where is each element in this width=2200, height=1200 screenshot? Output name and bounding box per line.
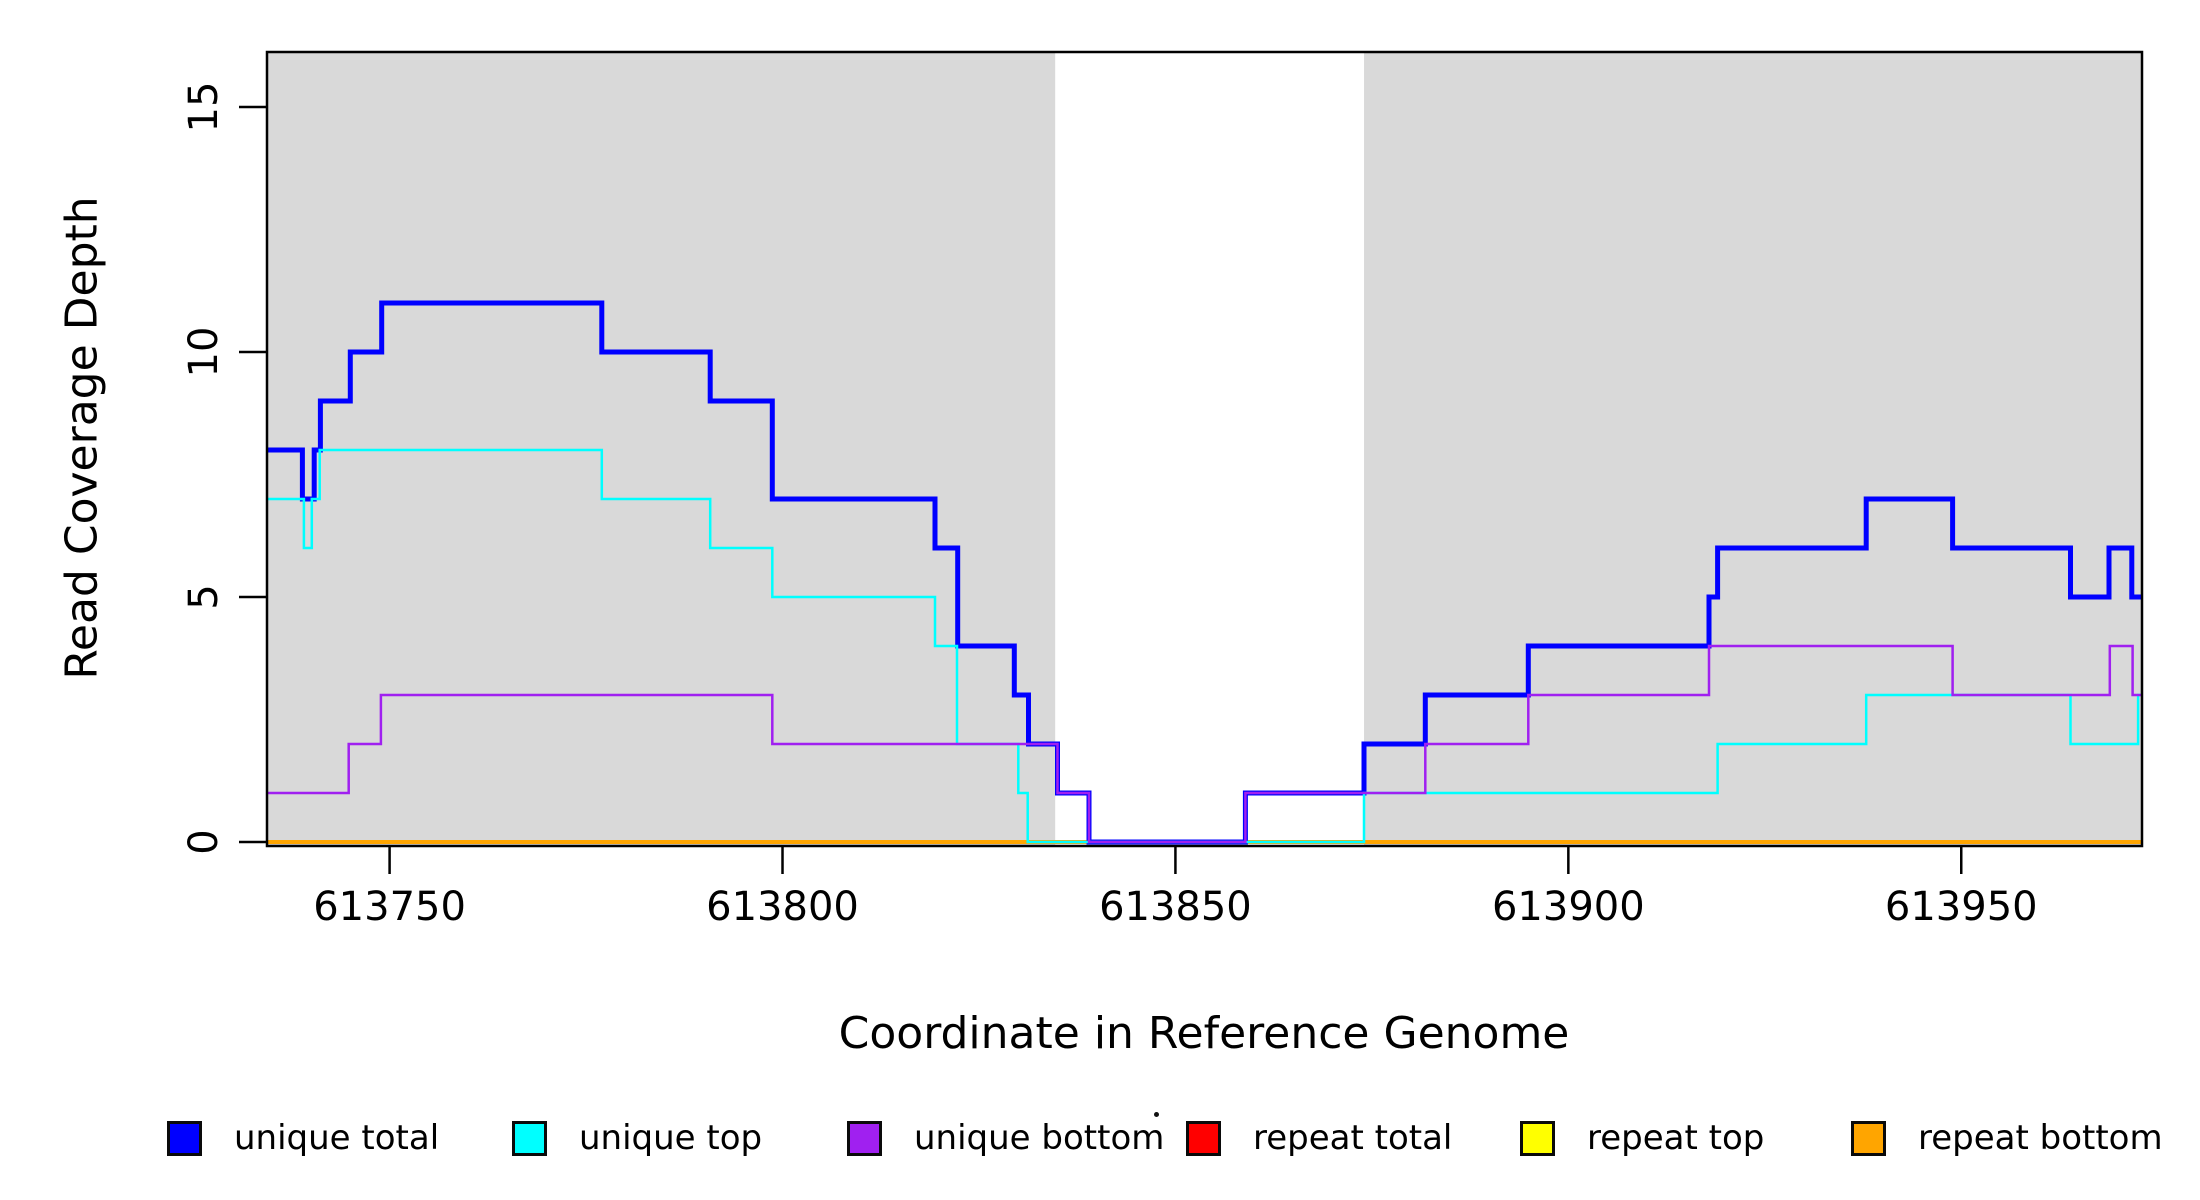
legend-label: repeat total <box>1253 1118 1453 1158</box>
chart-legend: unique total unique top unique bottom re… <box>0 1118 2200 1162</box>
legend-swatch-unique-bottom <box>847 1120 882 1156</box>
y-tick-label: 10 <box>181 326 227 378</box>
y-tick-label: 5 <box>181 584 227 610</box>
legend-label: unique bottom <box>914 1118 1165 1158</box>
legend-label: unique total <box>234 1118 440 1158</box>
x-tick-label: 613950 <box>1884 884 2038 930</box>
y-tick-label: 15 <box>181 81 227 133</box>
x-tick-label: 613900 <box>1491 884 1645 930</box>
legend-item-unique-bottom: unique bottom <box>847 1118 1164 1158</box>
legend-item-repeat-bottom: repeat bottom <box>1851 1118 2163 1158</box>
legend-swatch-repeat-total <box>1186 1120 1221 1156</box>
plot-box <box>265 50 2144 848</box>
legend-label: repeat top <box>1587 1118 1765 1158</box>
y-tick-label: 0 <box>181 829 227 855</box>
legend-item-repeat-top: repeat top <box>1520 1118 1764 1158</box>
legend-label: unique top <box>579 1118 763 1158</box>
legend-swatch-repeat-bottom <box>1851 1120 1886 1156</box>
legend-swatch-repeat-top <box>1520 1120 1555 1156</box>
shaded-region-1 <box>1364 52 2142 846</box>
legend-item-unique-total: unique total <box>167 1118 439 1158</box>
x-tick-label: 613800 <box>706 884 859 930</box>
stray-dot <box>1154 1112 1159 1117</box>
legend-item-unique-top: unique top <box>512 1118 762 1158</box>
series-line-unique-bottom <box>267 644 2142 844</box>
legend-swatch-unique-total <box>167 1120 202 1156</box>
legend-item-repeat-total: repeat total <box>1186 1118 1452 1158</box>
y-axis-title: Read Coverage Depth <box>56 196 108 680</box>
legend-label: repeat bottom <box>1918 1118 2163 1158</box>
x-tick-label: 613850 <box>1099 884 1252 930</box>
legend-swatch-unique-top <box>512 1120 547 1156</box>
x-tick-label: 613750 <box>313 884 466 930</box>
x-axis-title: Coordinate in Reference Genome <box>838 1008 1570 1059</box>
series-line-unique-top <box>267 448 2142 844</box>
